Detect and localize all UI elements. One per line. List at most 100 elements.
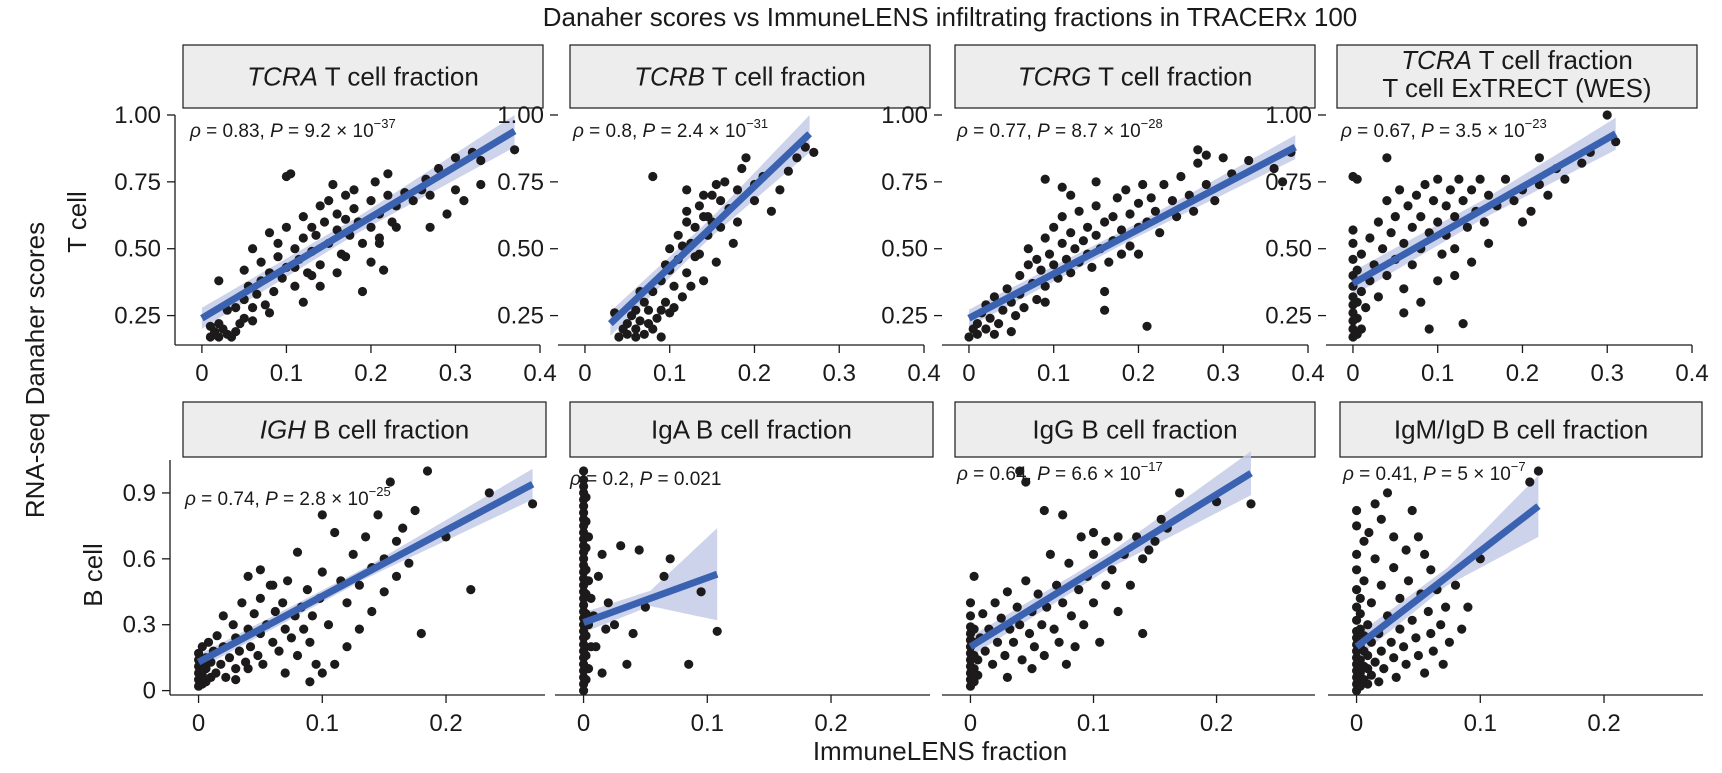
data-point [1378, 244, 1388, 254]
x-tick-label: 0.4 [1675, 360, 1708, 387]
data-point [1441, 201, 1451, 211]
panel-title: IgG B cell fraction [1032, 415, 1237, 445]
data-point [656, 332, 666, 342]
data-point [1475, 174, 1485, 184]
data-point [315, 201, 325, 211]
data-point [1411, 190, 1422, 200]
data-point [1534, 153, 1544, 163]
data-point [1244, 155, 1254, 166]
data-point [1159, 179, 1169, 190]
data-point [1184, 190, 1194, 200]
data-point [274, 646, 284, 656]
data-point [349, 185, 359, 195]
data-point [332, 209, 342, 219]
y-tick-label: 1.00 [881, 102, 928, 129]
data-point [1437, 249, 1447, 259]
panel-header-box [569, 44, 931, 109]
data-point [298, 297, 308, 307]
data-point [342, 598, 352, 608]
x-tick-label: 0.4 [907, 360, 940, 387]
data-point [643, 305, 654, 315]
data-point [1370, 657, 1380, 667]
data-point [237, 598, 247, 608]
data-point [1057, 238, 1067, 248]
y-tick-label: 0.50 [881, 236, 928, 263]
data-point [1390, 212, 1400, 222]
data-point [783, 166, 794, 176]
data-point [1133, 249, 1144, 259]
data-point [1045, 549, 1055, 560]
data-point [579, 501, 589, 511]
data-point [1399, 238, 1409, 248]
data-point [357, 238, 368, 248]
panel-header-box [182, 401, 547, 458]
data-point [998, 305, 1008, 315]
data-point [978, 609, 988, 619]
data-point [311, 659, 321, 669]
data-point [1407, 615, 1417, 625]
data-point [686, 281, 696, 291]
data-point [1450, 244, 1460, 254]
data-point [1218, 153, 1228, 163]
data-point [1104, 257, 1114, 267]
regression-line [582, 570, 719, 626]
data-point [972, 329, 983, 339]
data-point [255, 565, 265, 575]
data-point [1450, 212, 1460, 222]
figure-ylabel: RNA-seq Danaher scores [20, 222, 50, 518]
data-point [1373, 217, 1383, 227]
data-point [1155, 228, 1165, 238]
x-tick-label: 0.1 [1037, 360, 1070, 387]
data-point [1066, 190, 1076, 200]
data-point [656, 305, 666, 315]
data-point [1040, 174, 1050, 184]
x-tick-label: 0 [962, 360, 975, 387]
data-point [1428, 646, 1438, 656]
data-point [1363, 650, 1373, 661]
data-point [1356, 324, 1366, 334]
data-point [1479, 217, 1489, 227]
data-point [1070, 642, 1080, 652]
data-point [342, 642, 352, 652]
data-point [1121, 185, 1131, 195]
x-tick-label: 0.1 [306, 710, 339, 737]
data-point [341, 252, 351, 262]
data-point [281, 222, 291, 232]
data-point [256, 257, 266, 267]
data-point [273, 238, 283, 248]
data-point [348, 549, 358, 560]
panel-title: TCRG T cell fraction [1018, 62, 1253, 92]
data-point [669, 281, 679, 291]
data-point [214, 332, 224, 342]
panel-header-box [1339, 401, 1703, 458]
data-point [1399, 284, 1409, 294]
data-point [581, 675, 591, 685]
data-point [231, 664, 241, 674]
data-point [1424, 324, 1434, 334]
data-point [597, 549, 607, 560]
data-point [1420, 549, 1430, 560]
data-point [245, 642, 256, 652]
data-point [391, 536, 402, 546]
data-point [1269, 163, 1279, 174]
data-point [1426, 565, 1436, 575]
y-tick-label: 0.75 [114, 169, 161, 196]
data-point [1011, 311, 1021, 321]
data-point [292, 650, 303, 661]
data-point [972, 319, 983, 329]
regression-line [967, 143, 1297, 322]
data-point [1484, 238, 1494, 248]
data-point [581, 492, 591, 502]
stat-annotation: ρ = 0.8, P = 2.4 × 10−31 [572, 116, 768, 142]
data-point [1363, 620, 1373, 630]
data-point [1458, 319, 1468, 329]
data-point [699, 276, 709, 286]
data-point [634, 545, 644, 555]
stat-annotation: ρ = 0.77, P = 8.7 × 10−28 [956, 116, 1163, 142]
data-point [1033, 589, 1043, 599]
data-point [703, 212, 713, 222]
data-point [1352, 521, 1362, 531]
data-point [283, 576, 293, 586]
data-point [1359, 576, 1369, 586]
